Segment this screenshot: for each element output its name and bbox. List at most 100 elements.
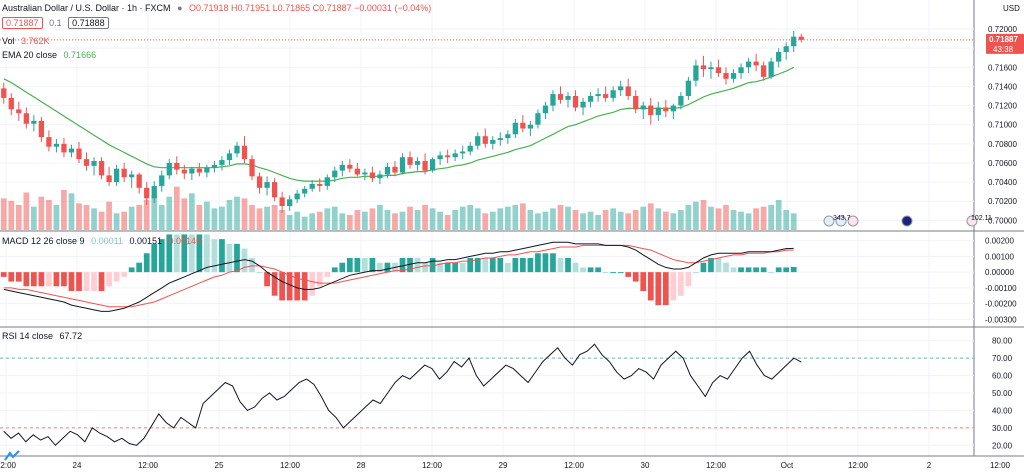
time-tick-label: 12:00 bbox=[564, 461, 585, 470]
sell-price-button[interactable]: 0.71887 bbox=[2, 17, 43, 29]
volume-bar bbox=[738, 211, 744, 230]
volume-bar bbox=[640, 206, 647, 230]
macd-histogram-bar bbox=[647, 272, 654, 301]
volume-bar bbox=[392, 213, 398, 230]
macd-histogram-bar bbox=[76, 272, 82, 291]
macd-histogram-bar bbox=[482, 258, 489, 273]
candle-body bbox=[745, 61, 752, 68]
candle-body bbox=[633, 96, 639, 110]
macd-histogram-bar bbox=[550, 253, 556, 273]
macd-histogram-bar bbox=[497, 258, 504, 273]
macd-histogram-bar bbox=[504, 262, 511, 273]
volume-bar bbox=[422, 205, 428, 230]
macd-histogram-bar bbox=[143, 253, 150, 273]
price-tick-label: 0.70400 bbox=[988, 178, 1017, 187]
candle-body bbox=[429, 159, 436, 171]
macd-signal-line bbox=[3, 244, 794, 308]
candle-body bbox=[264, 182, 270, 188]
macd-histogram-bar bbox=[91, 272, 97, 291]
macd-histogram-bar bbox=[414, 258, 421, 273]
time-tick-label: 25 bbox=[215, 461, 224, 470]
time-tick-label: 30 bbox=[641, 461, 650, 470]
candle-body bbox=[332, 170, 338, 178]
macd-histogram-bar bbox=[249, 258, 255, 273]
candle-body bbox=[294, 193, 300, 200]
volume-bar bbox=[15, 205, 22, 230]
volume-bar bbox=[113, 213, 120, 230]
volume-bar bbox=[98, 211, 105, 230]
macd-histogram-bar bbox=[106, 272, 112, 287]
time-tick-label: 29 bbox=[499, 461, 508, 470]
candle-body bbox=[505, 134, 511, 139]
volume-bar bbox=[264, 206, 270, 230]
candle-body bbox=[256, 176, 263, 188]
volume-label: Vol bbox=[2, 36, 15, 46]
candle-body bbox=[68, 148, 75, 153]
candle-body bbox=[730, 73, 737, 79]
candle-body bbox=[219, 160, 225, 165]
price-tick-label: 0.72000 bbox=[988, 25, 1017, 34]
macd-histogram-bar bbox=[429, 258, 436, 273]
macd-histogram-bar bbox=[640, 272, 647, 291]
price-tag-bg bbox=[986, 33, 1024, 54]
macd-histogram-bar bbox=[527, 258, 534, 273]
macd-histogram-bar bbox=[301, 272, 308, 301]
macd-histogram-bar bbox=[294, 272, 301, 301]
macd-histogram-bar bbox=[369, 258, 376, 273]
macd-histogram-bar bbox=[53, 272, 60, 287]
candle-body bbox=[602, 94, 609, 98]
candle-body bbox=[708, 67, 714, 70]
candle-body bbox=[580, 101, 586, 108]
volume-bar bbox=[38, 196, 45, 230]
macd-hist-value: 0.00011 bbox=[91, 236, 123, 246]
volume-bar bbox=[369, 208, 376, 230]
macd-histogram-bar bbox=[459, 262, 466, 273]
volume-bar bbox=[46, 200, 52, 230]
candle-body bbox=[655, 107, 661, 116]
volume-bar bbox=[106, 201, 112, 230]
volume-bar bbox=[188, 193, 195, 230]
event-badge-value: 102.11 bbox=[971, 215, 992, 222]
rsi-tick-label: 70.00 bbox=[992, 354, 1013, 363]
time-tick-label: 12:00 bbox=[422, 461, 443, 470]
candle-body bbox=[159, 175, 165, 186]
candle-body bbox=[53, 143, 60, 147]
candle-body bbox=[384, 166, 391, 175]
candle-body bbox=[1, 88, 7, 98]
candle-body bbox=[181, 169, 187, 174]
macd-line bbox=[3, 241, 794, 312]
candle-body bbox=[31, 120, 37, 124]
macd-histogram-bar bbox=[173, 234, 180, 273]
macd-histogram-bar bbox=[580, 267, 586, 273]
volume-bar bbox=[204, 201, 210, 230]
candle-body bbox=[527, 124, 534, 129]
candle-body bbox=[113, 168, 120, 183]
legend-dot-icon: ● bbox=[177, 3, 183, 13]
volume-bar bbox=[211, 208, 218, 230]
volume-bar bbox=[730, 210, 737, 230]
volume-bar bbox=[775, 200, 782, 230]
buy-price-button[interactable]: 0.71888 bbox=[68, 17, 109, 29]
macd-histogram-bar bbox=[565, 258, 571, 273]
candle-body bbox=[610, 90, 616, 98]
macd-histogram-bar bbox=[422, 262, 428, 273]
bid-ask-legend: 0.71887 0.1 0.71888 bbox=[2, 17, 113, 29]
candle-body bbox=[685, 80, 692, 96]
price-tick-label: 0.71200 bbox=[988, 102, 1017, 111]
macd-histogram-bar bbox=[136, 262, 143, 273]
volume-bar bbox=[354, 210, 361, 230]
candle-body bbox=[700, 65, 707, 70]
volume-bar bbox=[301, 216, 308, 230]
macd-legend: MACD 12 26 close 9 0.00011 0.00151 0.001… bbox=[2, 236, 205, 246]
candle-body bbox=[369, 172, 376, 179]
time-tick-label: 12:00 bbox=[138, 461, 159, 470]
macd-histogram-bar bbox=[316, 272, 323, 287]
macd-histogram-bar bbox=[595, 267, 601, 273]
macd-histogram-bar bbox=[768, 272, 775, 274]
candle-body bbox=[91, 161, 97, 166]
macd-histogram-bar bbox=[399, 258, 406, 273]
macd-histogram-bar bbox=[362, 258, 368, 273]
volume-bar bbox=[0, 198, 7, 230]
macd-histogram-bar bbox=[354, 258, 361, 273]
